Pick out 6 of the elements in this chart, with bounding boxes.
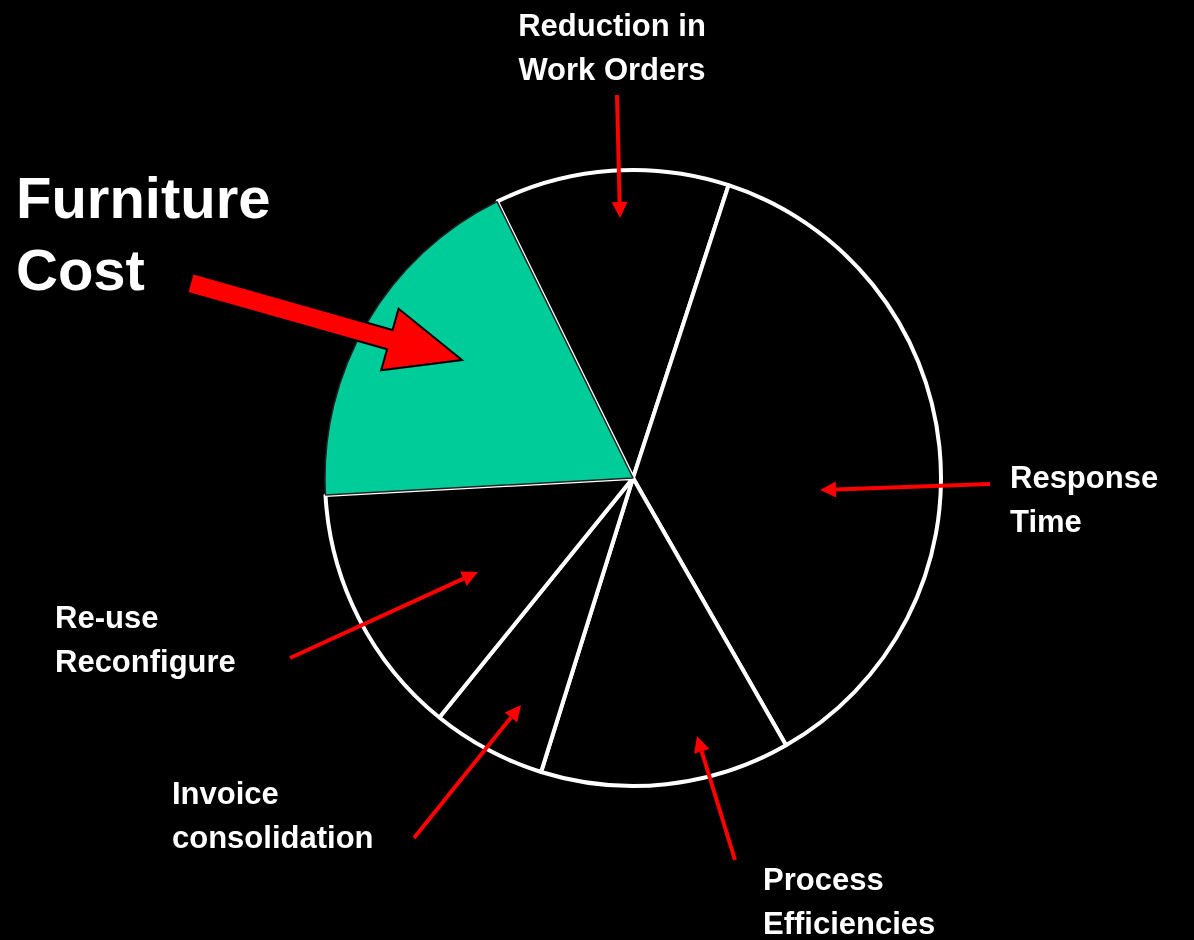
slice-label: Reduction in Work Orders <box>517 7 707 89</box>
slice-label: Furniture Cost <box>16 164 272 304</box>
slice-label: Process Efficiencies <box>763 861 937 940</box>
slice-label: Re-use Reconfigure <box>55 599 237 681</box>
slice-label: Response Time <box>1010 459 1160 541</box>
slice-label: Invoice consolidation <box>172 775 375 857</box>
